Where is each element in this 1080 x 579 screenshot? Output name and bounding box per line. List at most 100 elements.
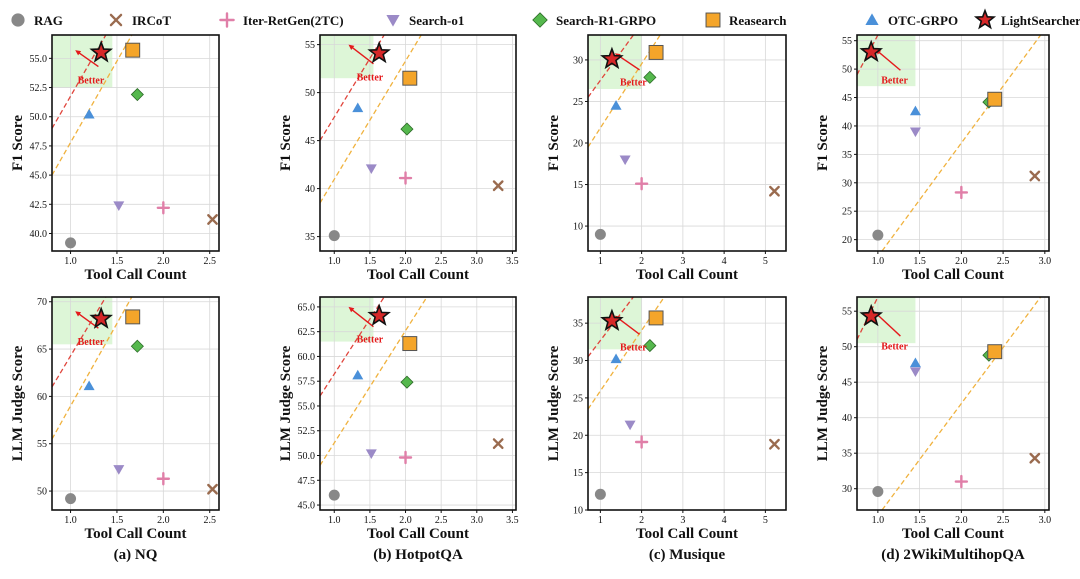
y-tick-label: 40 [842,413,852,424]
plot-area [588,35,786,251]
point-ircot [492,438,504,450]
y-tick-label: 45 [305,136,315,147]
legend-item-ircot: IRCoT [109,13,171,28]
point-iter-retgen-2tc [954,185,969,200]
y-tick-label: 25 [573,97,583,108]
point-search-o1 [624,420,636,431]
point-otc-grpo [610,100,622,110]
point-rag [594,228,606,240]
better-label: Better [78,76,105,87]
red-trend-line [52,297,107,388]
x-tick-label: 1.5 [364,256,377,267]
y-tick-label: 50 [842,65,852,76]
legend-marker-rag [11,13,25,27]
x-axis-label: Tool Call Count [85,267,187,283]
point-search-o1 [113,201,125,211]
y-tick-label: 45 [842,378,852,389]
legend-item-reasearch: Reasearch [705,12,787,28]
axes-frame [856,34,1050,252]
y-tick-label: 50 [305,88,315,99]
y-axis-label: F1 Score [815,115,831,171]
better-label: Better [881,76,908,87]
point-rag [65,493,77,505]
x-tick-label: 1.0 [872,256,885,267]
x-tick-label: 3.0 [1039,515,1052,526]
x-tick-label: 2.5 [435,515,448,526]
point-otc-grpo [83,108,95,119]
point-search-o1 [113,465,125,475]
x-tick-label: 2.0 [955,515,968,526]
better-arrowhead [348,44,355,50]
point-reasearch [402,336,418,352]
better-arrow [78,52,99,68]
point-lightsearcher [89,306,113,329]
point-otc-grpo [909,105,921,116]
subfigure-caption: (b) HotpotQA [373,547,463,563]
orange-trend-line [320,35,422,204]
better-label: Better [620,342,647,353]
point-iter-retgen-2tc [634,177,649,191]
point-reasearch [648,44,664,60]
y-tick-label: 50.0 [30,112,48,123]
better-arrow [351,309,374,328]
y-tick-label: 40 [842,121,852,132]
y-tick-label: 35 [842,150,852,161]
x-tick-label: 2.5 [435,256,448,267]
point-reasearch [987,91,1003,107]
red-trend-line [320,35,385,141]
x-tick-label: 3.5 [506,515,519,526]
point-lightsearcher [89,40,113,63]
point-search-o1 [365,164,377,174]
x-tick-label: 1.0 [872,515,885,526]
plot-area [588,297,786,510]
y-tick-label: 55 [842,307,852,318]
orange-trend-line [588,35,661,148]
x-tick-label: 3.0 [471,515,484,526]
better-arrowhead [348,306,355,313]
y-tick-label: 10 [573,222,583,233]
legend-marker-otc-grpo [865,13,879,25]
legend-label: Search-o1 [409,13,464,28]
y-tick-label: 50 [842,342,852,353]
y-tick-label: 10 [573,506,583,517]
y-tick-label: 60.0 [298,352,316,363]
y-tick-label: 35 [305,232,315,243]
y-tick-label: 35 [573,319,583,330]
x-tick-label: 2.0 [399,515,412,526]
x-axis-label: Tool Call Count [367,267,469,283]
chart-7: Better 1 2 3 4 5 10 15 20 25 30 35 Tool Call Count LL… [546,296,787,542]
x-tick-label: 3 [680,515,685,526]
y-tick-label: 65.0 [298,302,316,313]
point-otc-grpo [352,369,364,380]
x-tick-label: 1 [598,515,603,526]
better-label: Better [78,337,105,348]
better-arrow [618,318,640,335]
point-otc-grpo [610,353,622,364]
x-tick-label: 1 [598,256,603,267]
point-iter-retgen-2tc [954,474,969,489]
x-axis-label: Tool Call Count [85,526,187,542]
legend-marker-reasearch [705,12,721,28]
point-iter-retgen-2tc [156,201,171,215]
y-tick-label: 30 [573,55,583,66]
point-otc-grpo [909,357,921,368]
x-tick-label: 1.0 [64,515,77,526]
x-axis-label: Tool Call Count [902,267,1004,283]
chart-6: Better 1.0 1.5 2.0 2.5 3.0 3.5 45.0 47.5 50.0 52.5… [278,296,519,542]
x-tick-label: 4 [722,515,727,526]
y-tick-label: 55 [37,439,47,450]
legend-item-rag: RAG [11,13,63,28]
x-axis-label: Tool Call Count [636,267,738,283]
chart-1: Better 1.0 1.5 2.0 2.5 40.0 42.5 45.0 47.5 50.0 52… [10,34,220,563]
point-search-o1 [365,449,377,460]
better-arrow [876,314,901,337]
better-arrowhead [75,311,82,317]
y-axis-label: F1 Score [10,115,26,171]
legend-marker-ircot [109,13,123,27]
y-tick-label: 65 [37,345,47,356]
axes-frame [856,296,1050,511]
x-tick-label: 3.0 [471,256,484,267]
x-tick-label: 2.5 [203,256,216,267]
